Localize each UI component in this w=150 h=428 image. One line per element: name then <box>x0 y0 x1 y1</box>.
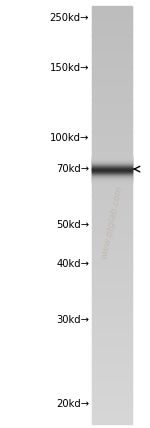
Text: 250kd→: 250kd→ <box>50 13 89 23</box>
Text: 50kd→: 50kd→ <box>56 220 89 230</box>
Text: www.ptglab.com: www.ptglab.com <box>100 185 124 260</box>
Text: 30kd→: 30kd→ <box>56 315 89 325</box>
Text: 150kd→: 150kd→ <box>50 63 89 74</box>
Text: 70kd→: 70kd→ <box>56 164 89 174</box>
Text: 100kd→: 100kd→ <box>50 133 89 143</box>
Text: 40kd→: 40kd→ <box>56 259 89 269</box>
Text: 20kd→: 20kd→ <box>56 399 89 410</box>
